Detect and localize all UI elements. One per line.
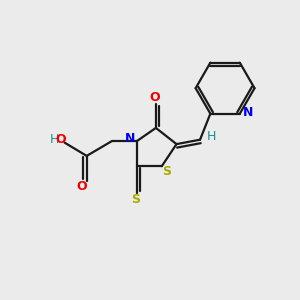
- Text: N: N: [125, 132, 136, 145]
- Text: H: H: [50, 133, 59, 146]
- Text: S: S: [162, 165, 171, 178]
- Text: O: O: [149, 92, 160, 104]
- Text: O: O: [55, 133, 65, 146]
- Text: N: N: [243, 106, 253, 119]
- Text: O: O: [76, 180, 87, 193]
- Text: S: S: [131, 193, 140, 206]
- Text: H: H: [207, 130, 217, 143]
